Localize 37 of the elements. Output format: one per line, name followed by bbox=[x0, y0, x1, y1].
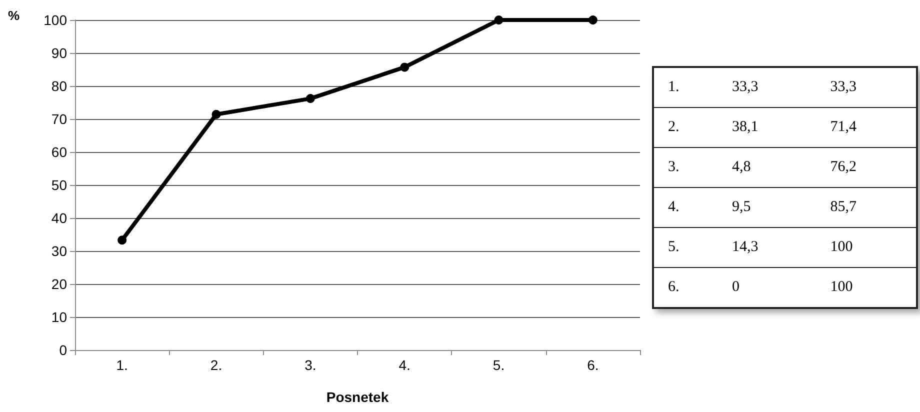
category-label: 6. bbox=[668, 279, 680, 295]
x-tick-label: 4. bbox=[398, 357, 410, 373]
text: 100 bbox=[829, 278, 854, 297]
text: 4,8 bbox=[718, 148, 816, 188]
text: 0 bbox=[730, 278, 740, 297]
x-tick-label: 5. bbox=[492, 357, 505, 373]
category-label: 3. bbox=[668, 159, 680, 175]
text: 85,7 bbox=[816, 188, 917, 228]
y-tick-label: 60 bbox=[51, 144, 68, 160]
x-tick-label: 6. bbox=[587, 357, 599, 373]
text: 33,3 bbox=[816, 67, 917, 108]
category-label: 5. bbox=[668, 239, 680, 255]
y-tick-label: 90 bbox=[51, 45, 68, 61]
text: 100 bbox=[816, 228, 917, 268]
y-axis-title: % bbox=[8, 8, 20, 23]
text: 71,4 bbox=[816, 108, 917, 148]
y-tick-label: 70 bbox=[51, 111, 68, 127]
x-tick-label: 1. bbox=[116, 357, 128, 373]
x-axis-title: Posnetek bbox=[326, 389, 389, 405]
category-label: 1. bbox=[668, 79, 680, 95]
y-tick-label: 0 bbox=[59, 342, 68, 358]
y-tick-label: 10 bbox=[51, 309, 68, 325]
x-tick-label: 2. bbox=[210, 357, 222, 373]
y-tick-label: 40 bbox=[51, 210, 68, 226]
text: 76,2 bbox=[816, 148, 917, 188]
x-tick-label: 3. bbox=[304, 357, 316, 373]
y-tick-label: 30 bbox=[51, 243, 68, 259]
text: 33,3 bbox=[718, 67, 816, 108]
y-tick-label: 50 bbox=[51, 177, 68, 193]
text: 14,3 bbox=[718, 228, 816, 268]
category-label: 2. bbox=[668, 119, 680, 135]
category-label: 4. bbox=[668, 199, 680, 215]
text: 9,5 bbox=[718, 188, 816, 228]
text: 38,1 bbox=[718, 108, 816, 148]
y-tick-label: 20 bbox=[51, 276, 68, 292]
y-tick-label: 80 bbox=[51, 78, 68, 94]
y-tick-label: 100 bbox=[44, 12, 68, 28]
